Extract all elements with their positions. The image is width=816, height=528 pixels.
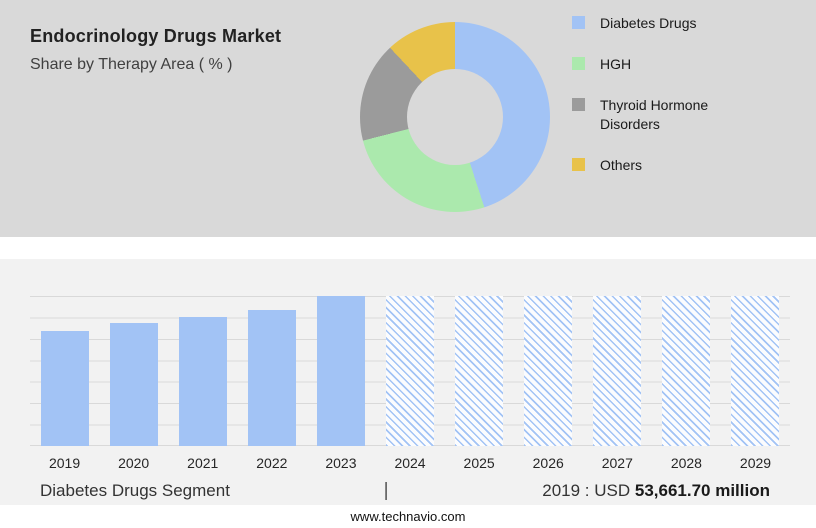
bar-slot bbox=[652, 296, 721, 446]
section-divider bbox=[0, 237, 816, 259]
bar-slot bbox=[237, 296, 306, 446]
year-label: 2027 bbox=[601, 455, 633, 471]
page-subtitle: Share by Therapy Area ( % ) bbox=[30, 56, 233, 73]
bar-slot bbox=[99, 296, 168, 446]
bar-2021 bbox=[178, 317, 227, 446]
top-panel: Endocrinology Drugs Market Share by Ther… bbox=[0, 0, 816, 237]
website-footer: www.technavio.com bbox=[0, 505, 816, 528]
year-label: 2022 bbox=[256, 455, 288, 471]
legend-item: Thyroid Hormone Disorders bbox=[572, 96, 782, 132]
x-axis-labels: 2019 2020 2021 2022 2023 2024 2025 2026 2027 2028… bbox=[30, 455, 790, 471]
year-label: 2026 bbox=[532, 455, 564, 471]
bars bbox=[30, 296, 790, 446]
website-url: www.technavio.com bbox=[350, 509, 466, 524]
bar-chart-plot bbox=[30, 296, 790, 446]
bar-2020 bbox=[109, 323, 158, 446]
bar-slot bbox=[30, 296, 99, 446]
legend-label: Diabetes Drugs bbox=[600, 15, 697, 31]
year-label: 2023 bbox=[325, 455, 357, 471]
forecast-bar-2024 bbox=[386, 296, 435, 446]
title-block: Endocrinology Drugs Market Share by Ther… bbox=[30, 26, 281, 74]
year-label: 2019 bbox=[48, 455, 81, 471]
year-label: 2021 bbox=[187, 455, 219, 471]
bar-chart-panel: 2019 2020 2021 2022 2023 2024 2025 2026 2027 2028… bbox=[0, 259, 816, 505]
legend-swatch bbox=[572, 16, 585, 29]
value-prefix: 2019 : USD bbox=[542, 481, 635, 500]
year-label: 2029 bbox=[739, 455, 772, 471]
segment-row: Diabetes Drugs Segment | 2019 : USD 53,6… bbox=[40, 480, 770, 502]
segment-label: Diabetes Drugs Segment bbox=[40, 481, 230, 500]
bar-slot bbox=[168, 296, 237, 446]
legend-swatch bbox=[572, 57, 585, 71]
segment-value: 2019 : USD 53,661.70 million bbox=[542, 481, 770, 501]
legend-item: HGH bbox=[572, 55, 782, 73]
bar-slot bbox=[375, 296, 444, 446]
forecast-bar-2029 bbox=[731, 296, 780, 446]
legend-item: Others bbox=[572, 156, 782, 174]
legend-label: Others bbox=[600, 156, 643, 173]
bar-slot bbox=[514, 296, 583, 446]
forecast-bar-2026 bbox=[524, 296, 573, 446]
forecast-bar-2028 bbox=[662, 296, 711, 446]
legend: Diabetes Drugs HGH Thyroid Hormone Disorde… bbox=[572, 14, 782, 197]
bar-slot bbox=[583, 296, 652, 446]
legend-label: Thyroid Hormone Disorders bbox=[600, 97, 709, 132]
legend-swatch bbox=[572, 98, 585, 112]
page-title: Endocrinology Drugs Market bbox=[30, 26, 282, 46]
legend-label: HGH bbox=[600, 56, 632, 73]
year-label: 2020 bbox=[118, 455, 150, 471]
bar-2019 bbox=[40, 330, 89, 446]
bar-slot bbox=[306, 296, 375, 446]
forecast-bar-2025 bbox=[455, 296, 504, 446]
legend-item: Diabetes Drugs bbox=[572, 14, 782, 32]
legend-swatch bbox=[572, 157, 585, 171]
year-label: 2025 bbox=[463, 455, 495, 471]
donut-hole bbox=[407, 69, 503, 165]
bar-slot bbox=[445, 296, 514, 446]
bar-2022 bbox=[247, 309, 296, 446]
donut-chart bbox=[360, 22, 550, 212]
year-label: 2024 bbox=[394, 455, 426, 471]
year-label: 2028 bbox=[670, 455, 702, 471]
bar-2023 bbox=[316, 296, 365, 446]
value-amount: 53,661.70 million bbox=[634, 481, 770, 500]
forecast-bar-2027 bbox=[593, 296, 642, 446]
separator: | bbox=[383, 480, 389, 501]
bar-slot bbox=[721, 296, 790, 446]
